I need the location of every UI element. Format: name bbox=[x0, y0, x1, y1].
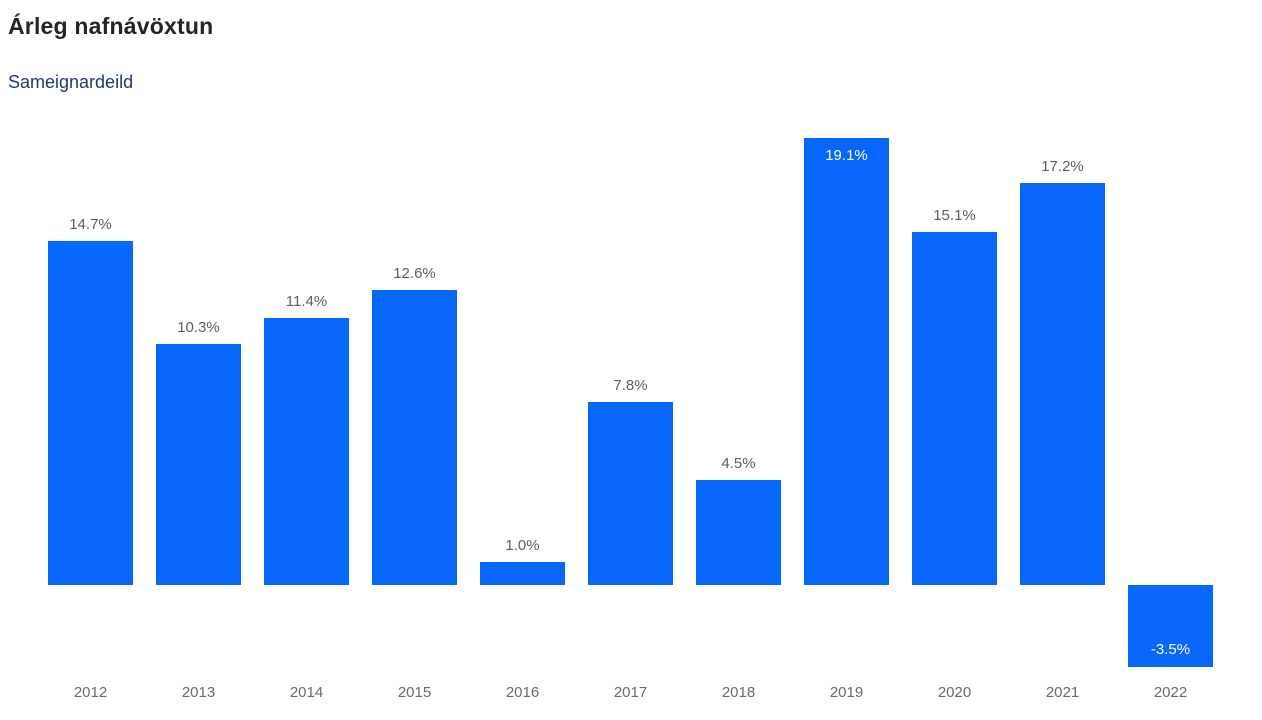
x-axis-label-2018: 2018 bbox=[721, 684, 756, 701]
x-axis-label-2013: 2013 bbox=[181, 684, 216, 701]
bar-label-2022: -3.5% bbox=[1150, 641, 1191, 658]
x-axis-label-2019: 2019 bbox=[829, 684, 864, 701]
bar-label-2015: 12.6% bbox=[393, 265, 436, 282]
bar-2015[interactable] bbox=[372, 290, 457, 585]
bar-label-2018: 4.5% bbox=[721, 455, 756, 472]
bar-2016[interactable] bbox=[480, 562, 565, 585]
bar-label-2013: 10.3% bbox=[177, 319, 220, 336]
bar-2012[interactable] bbox=[48, 241, 133, 585]
bar-2017[interactable] bbox=[588, 402, 673, 585]
x-axis-label-2020: 2020 bbox=[937, 684, 972, 701]
page-subtitle: Sameignardeild bbox=[8, 72, 134, 92]
x-axis-label-2014: 2014 bbox=[289, 684, 324, 701]
bar-label-2019: 19.1% bbox=[825, 147, 868, 164]
bar-2019[interactable] bbox=[804, 138, 889, 585]
x-axis-label-2012: 2012 bbox=[73, 684, 108, 701]
bar-label-2012: 14.7% bbox=[69, 216, 112, 233]
x-axis-label-2017: 2017 bbox=[613, 684, 648, 701]
bar-label-2014: 11.4% bbox=[285, 293, 328, 310]
bar-label-2020: 15.1% bbox=[933, 207, 976, 224]
bar-2022[interactable] bbox=[1128, 585, 1213, 667]
x-axis-label-2016: 2016 bbox=[505, 684, 540, 701]
x-axis-label-2022: 2022 bbox=[1153, 684, 1188, 701]
bar-label-2016: 1.0% bbox=[505, 537, 540, 554]
bar-2014[interactable] bbox=[264, 318, 349, 585]
x-axis-label-2015: 2015 bbox=[397, 684, 432, 701]
page-title: Árleg nafnávöxtun bbox=[8, 13, 214, 39]
bar-2021[interactable] bbox=[1020, 183, 1105, 585]
bar-2020[interactable] bbox=[912, 232, 997, 585]
x-axis-label-2021: 2021 bbox=[1045, 684, 1080, 701]
bar-label-2021: 17.2% bbox=[1041, 158, 1084, 175]
bar-label-2017: 7.8% bbox=[613, 377, 648, 394]
bar-2013[interactable] bbox=[156, 344, 241, 585]
bar-2018[interactable] bbox=[696, 480, 781, 585]
